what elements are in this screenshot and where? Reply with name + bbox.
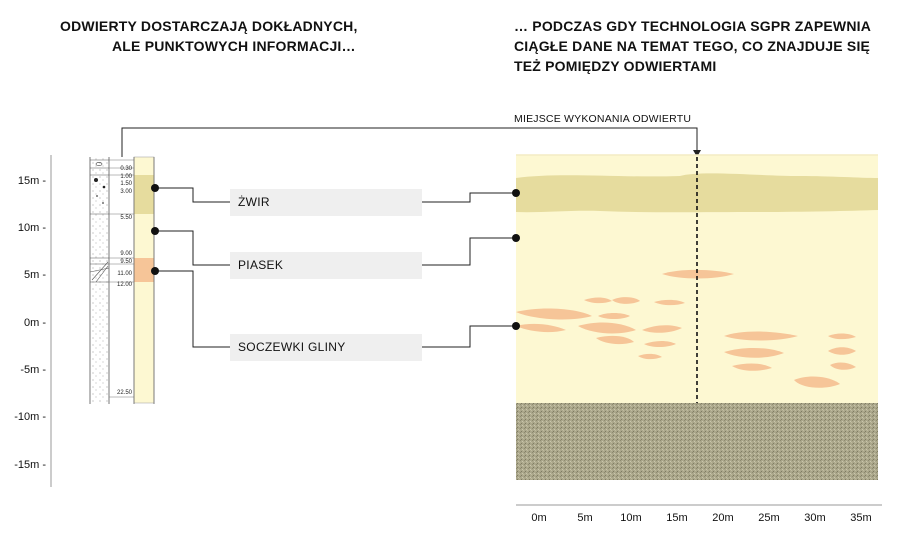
left-title-line1: ODWIERTY DOSTARCZAJĄ DOKŁADNYCH, [60,18,358,34]
borehole-depth-label: 0.30 [120,166,132,172]
borehole-log [89,156,155,404]
distance-tick-label: 15m [666,512,688,524]
distance-tick-label: 20m [712,512,734,524]
right-title-line2: CIĄGŁE DANE NA TEMAT TEGO, CO ZNAJDUJE S… [514,38,871,54]
borehole-depth-label: 9.00 [120,251,132,257]
distance-tick-label: 5m [577,512,593,524]
borehole-depth-label: 9.50 [120,259,132,265]
label-gravel: ŻWIR [230,189,422,216]
drill-site-arrow-icon [693,150,701,157]
borehole-depth-label: 12.00 [116,282,132,288]
drill-site-bracket [121,127,698,157]
depth-tick-label: 5m - [24,269,46,281]
distance-tick-label: 30m [804,512,826,524]
borehole-depth-label: 11.00 [117,271,132,277]
right-title-line3: TEŻ POMIĘDZY ODWIERTAMI [514,58,717,74]
right-title-line1: … PODCZAS GDY TECHNOLOGIA SGPR ZAPEWNIA [514,18,872,34]
right-title: … PODCZAS GDY TECHNOLOGIA SGPR ZAPEWNIA … [514,16,894,76]
borehole-depth-label: 5.50 [120,215,132,221]
depth-tick-label: -5m - [20,364,46,376]
borehole-depth-label: 3.00 [120,189,132,195]
cross-section [516,154,878,480]
depth-tick-label: 10m - [17,222,46,234]
drill-site-label: MIEJSCE WYKONANIA ODWIERTU [514,113,692,125]
bedrock-layer [516,403,878,480]
connector-dots [151,184,520,330]
depth-tick-label: 15m - [17,175,46,187]
borehole-depth-label: 1.00 [120,174,132,180]
distance-tick-label: 35m [850,512,872,524]
label-clay-lenses: SOCZEWKI GLINY [230,334,422,361]
distance-tick-label: 25m [758,512,780,524]
depth-tick-label: -10m - [14,411,46,423]
depth-tick-label: -15m - [14,459,46,471]
depth-tick-label: 0m - [24,317,46,329]
borehole-depth-label: 1.50 [120,181,132,187]
clay-lenses [516,269,856,388]
left-title-line2: ALE PUNKTOWYCH INFORMACJI… [112,38,356,54]
label-sand: PIASEK [230,252,422,279]
distance-tick-label: 10m [620,512,642,524]
left-title: ODWIERTY DOSTARCZAJĄ DOKŁADNYCH, ALE PUN… [60,16,370,56]
distance-tick-label: 0m [531,512,547,524]
connectors [155,187,516,348]
borehole-depth-label: 22.50 [116,390,132,396]
